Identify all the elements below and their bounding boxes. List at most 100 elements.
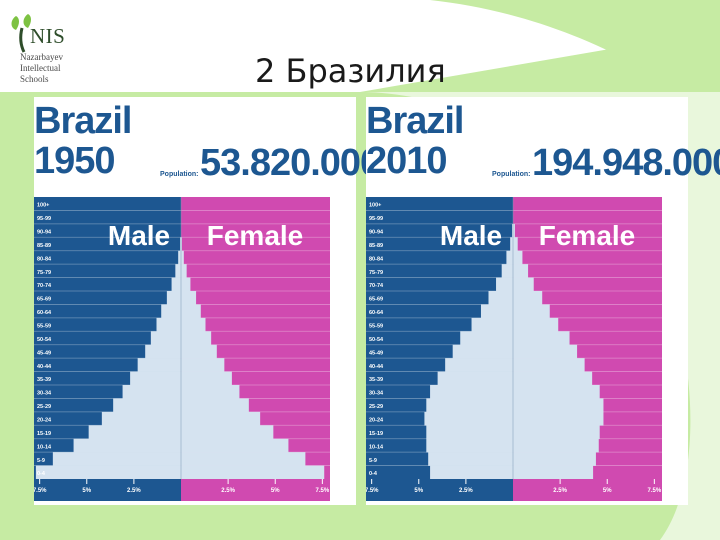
male-bar [35, 465, 182, 480]
male-bar [166, 291, 181, 305]
age-label: 60-64 [37, 310, 52, 316]
female-bar [181, 304, 201, 319]
female-label: Female [207, 220, 304, 251]
female-bar [513, 250, 523, 265]
x-tick-label: 5% [414, 488, 423, 494]
female-bar [181, 385, 240, 399]
female-bar [181, 344, 217, 359]
male-bar [426, 425, 513, 440]
male-bar [437, 371, 513, 386]
age-label: 95-99 [369, 216, 383, 222]
male-bar [113, 398, 181, 413]
age-label: 95-99 [37, 216, 51, 222]
female-bar [513, 344, 578, 359]
age-label: 50-54 [369, 337, 384, 343]
chart-panel-2010: Brazil 2010 Population: 194.948.000 100+… [366, 97, 720, 505]
x-tick-label: 7.5% [34, 488, 47, 494]
age-label: 55-59 [37, 324, 51, 330]
male-bar [452, 344, 513, 359]
male-bar [52, 452, 181, 466]
female-bar [181, 371, 232, 386]
male-bar [178, 250, 181, 265]
male-bar [445, 358, 513, 372]
male-bar [137, 358, 181, 372]
age-label: 60-64 [369, 310, 384, 316]
logo-sub-line: Intellectual [20, 63, 61, 73]
age-label: 30-34 [37, 391, 52, 397]
male-bar [460, 331, 513, 346]
chart-year: 1950 [34, 140, 116, 182]
female-bar [513, 385, 600, 399]
female-bar [181, 291, 197, 305]
x-tick-label: 2.5% [127, 488, 141, 494]
population-pyramid-1950: 100+ 95-99 90-94 85-89 80-84 75-79 70-74 65-69 6… [34, 197, 330, 501]
age-label: 65-69 [37, 297, 51, 303]
leaf-icon [11, 14, 31, 53]
male-bar [171, 277, 181, 292]
female-bar [181, 264, 187, 278]
male-bar [426, 438, 513, 453]
age-label: 100+ [37, 203, 49, 209]
age-label: 15-19 [369, 431, 383, 437]
age-label: 70-74 [369, 283, 384, 289]
male-bar [73, 438, 181, 453]
male-bar [130, 371, 181, 386]
age-label: 70-74 [37, 283, 52, 289]
logo-sub-line: Schools [20, 74, 49, 84]
age-label: 10-14 [369, 444, 384, 450]
age-label: 25-29 [369, 404, 383, 410]
population-value: 53.820.000 [200, 142, 381, 184]
male-axis-band [366, 479, 513, 501]
age-label: 85-89 [369, 243, 383, 249]
female-bar [181, 331, 212, 346]
female-bar [181, 411, 261, 426]
female-axis-band [513, 479, 662, 501]
female-bar [181, 250, 184, 265]
age-label: 50-54 [37, 337, 52, 343]
age-label: 35-39 [37, 377, 51, 383]
logo-text: NIS [30, 24, 66, 48]
x-tick-label: 7.5% [316, 488, 330, 494]
chart-country: Brazil [366, 100, 464, 142]
x-tick-label: 2.5% [459, 488, 473, 494]
male-bar [145, 344, 181, 359]
age-label: 15-19 [37, 431, 51, 437]
age-label: 45-49 [369, 350, 383, 356]
chart-year: 2010 [366, 140, 448, 182]
nis-logo: NIS Nazarbayev Intellectual Schools [6, 10, 78, 90]
female-bar [513, 264, 529, 278]
male-bar [175, 264, 181, 278]
male-bar [150, 331, 181, 346]
logo-subtitle: Nazarbayev Intellectual Schools [20, 52, 63, 85]
female-axis-band [181, 479, 330, 501]
female-bar [513, 291, 543, 305]
age-label: 35-39 [369, 377, 383, 383]
male-bar [510, 237, 513, 252]
age-label: 75-79 [37, 270, 51, 276]
male-bar [424, 411, 513, 426]
population-label: Population: [492, 171, 531, 178]
x-tick-label: 2.5% [553, 488, 567, 494]
male-axis-band [34, 479, 181, 501]
male-bar [122, 385, 181, 399]
male-bar [430, 465, 513, 480]
x-tick-label: 5% [271, 488, 280, 494]
age-label: 45-49 [37, 350, 51, 356]
female-bar [513, 277, 534, 292]
female-bar [181, 425, 274, 440]
female-bar [513, 304, 550, 319]
female-bar [513, 465, 594, 480]
age-label: 20-24 [37, 418, 52, 424]
male-bar [428, 452, 513, 466]
x-tick-label: 5% [82, 488, 91, 494]
female-bar [513, 411, 604, 426]
top-right-swoosh [430, 0, 720, 90]
age-label: 75-79 [369, 270, 383, 276]
female-bar [513, 371, 593, 386]
male-bar [88, 425, 181, 440]
male-bar [496, 277, 513, 292]
female-bar [181, 317, 206, 332]
male-bar [488, 291, 513, 305]
male-bar [471, 317, 513, 332]
male-bar [426, 398, 513, 413]
